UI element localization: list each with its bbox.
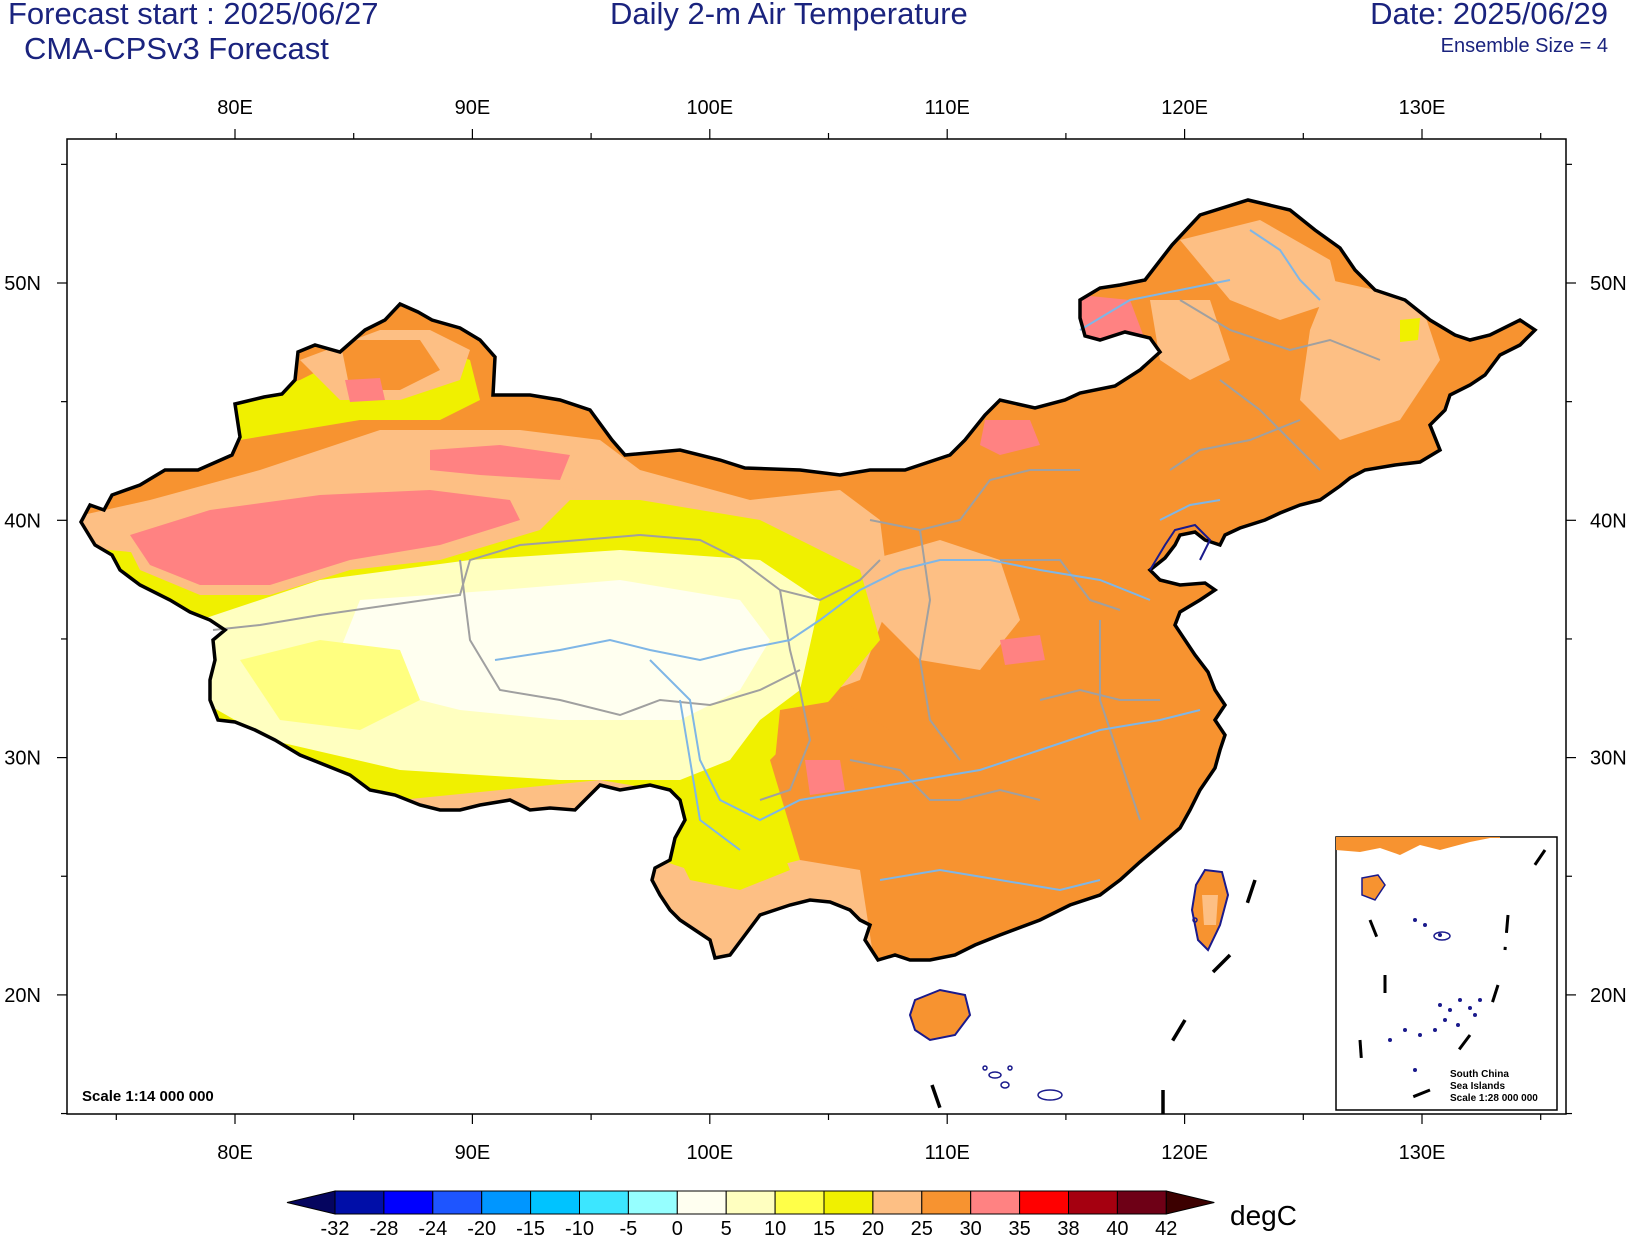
colorbar-level-label: 42 [1155, 1218, 1177, 1240]
lat-label-left: 30N [4, 748, 41, 770]
colorbar-min-triangle [286, 1190, 336, 1215]
colorbar-box [774, 1190, 825, 1215]
colorbar-box [383, 1190, 434, 1215]
colorbar-box [970, 1190, 1021, 1215]
colorbar-box [432, 1190, 483, 1215]
colorbar-box [627, 1190, 678, 1215]
lat-labels-left: 50N 40N 30N 20N [4, 273, 41, 1007]
colorbar-level-label: -10 [565, 1218, 594, 1240]
colorbar-level-label: 30 [960, 1218, 982, 1240]
forecast-start-label: Forecast start : 2025/06/27 [8, 0, 379, 31]
colorbar: -32 -28 -24 -20 -15 -10 -5 0 5 10 15 20 25 30 35 38 40 42 [286, 1190, 1215, 1240]
lon-label-top: 80E [217, 97, 253, 119]
lon-label-top: 100E [686, 97, 733, 119]
lon-label-top: 110E [925, 97, 970, 119]
colorbar-max-triangle [1165, 1190, 1215, 1215]
lon-labels-bottom: 80E 90E 100E 110E 120E 130E [217, 1142, 1445, 1164]
colorbar-box [579, 1190, 629, 1215]
map-scale-label: Scale 1:14 000 000 [82, 1088, 214, 1105]
lat-label-right: 30N [1590, 748, 1627, 770]
inset-scale-label: Scale 1:28 000 000 [1450, 1093, 1538, 1104]
colorbar-level-label: 35 [1008, 1218, 1030, 1240]
colorbar-level-label: 38 [1057, 1218, 1079, 1240]
colorbar-level-label: -32 [321, 1218, 350, 1240]
colorbar-level-label: 25 [911, 1218, 933, 1240]
map-title: Daily 2-m Air Temperature [610, 0, 968, 31]
nine-dash-line [930, 879, 1257, 1114]
colorbar-box [1068, 1190, 1118, 1215]
colorbar-box [872, 1190, 923, 1215]
lon-label-bottom: 120E [1161, 1142, 1208, 1164]
hainan-island [908, 988, 972, 1042]
lon-label-top: 90E [455, 97, 491, 119]
rivers [494, 229, 1321, 892]
colorbar-level-label: 20 [862, 1218, 884, 1240]
province-boundaries [212, 299, 1381, 821]
colorbar-unit-label: degC [1230, 1200, 1297, 1231]
south-china-sea-inset: South China Sea Islands Scale 1:28 000 0… [1335, 836, 1558, 1111]
colorbar-level-label: -20 [467, 1218, 496, 1240]
lat-label-right: 50N [1590, 273, 1627, 295]
colorbar-box [530, 1190, 580, 1215]
colorbar-box [676, 1190, 727, 1215]
lon-label-top: 130E [1399, 97, 1446, 119]
lat-label-right: 40N [1590, 510, 1627, 532]
lon-label-bottom: 90E [455, 1142, 491, 1164]
colorbar-box [725, 1190, 776, 1215]
lon-labels-top: 80E 90E 100E 110E 120E 130E [217, 97, 1445, 119]
colorbar-box [921, 1190, 972, 1215]
colorbar-box [1019, 1190, 1069, 1215]
colorbar-level-label: -5 [620, 1218, 638, 1240]
lon-label-bottom: 80E [217, 1142, 253, 1164]
lat-label-right: 20N [1590, 985, 1627, 1007]
lat-label-left: 50N [4, 273, 41, 295]
colorbar-box [334, 1190, 385, 1215]
colorbar-level-label: 0 [672, 1218, 683, 1240]
model-label: CMA-CPSv3 Forecast [24, 31, 329, 66]
colorbar-level-label: -28 [369, 1218, 398, 1240]
lat-label-left: 40N [4, 510, 41, 532]
colorbar-level-label: 15 [813, 1218, 835, 1240]
colorbar-box [823, 1190, 874, 1215]
china-border [78, 198, 1538, 963]
ensemble-size-label: Ensemble Size = 4 [1440, 35, 1608, 57]
lon-label-top: 120E [1161, 97, 1208, 119]
axis-ticks [57, 129, 1576, 1124]
colorbar-box [481, 1190, 532, 1215]
colorbar-level-label: -24 [418, 1218, 447, 1240]
lon-label-bottom: 100E [686, 1142, 733, 1164]
inset-title-line2: Sea Islands [1450, 1081, 1505, 1092]
scs-islands [982, 917, 1198, 1101]
colorbar-level-label: -15 [516, 1218, 545, 1240]
lon-label-bottom: 130E [1399, 1142, 1446, 1164]
lat-label-left: 20N [4, 985, 41, 1007]
lon-label-bottom: 110E [925, 1142, 970, 1164]
colorbar-level-label: 5 [721, 1218, 732, 1240]
colorbar-level-label: 40 [1106, 1218, 1128, 1240]
valid-date-label: Date: 2025/06/29 [1370, 0, 1608, 31]
inset-title-line1: South China [1450, 1069, 1509, 1080]
colorbar-level-label: 10 [764, 1218, 786, 1240]
colorbar-box [1116, 1190, 1167, 1215]
lat-labels-right: 50N 40N 30N 20N [1590, 273, 1627, 1007]
